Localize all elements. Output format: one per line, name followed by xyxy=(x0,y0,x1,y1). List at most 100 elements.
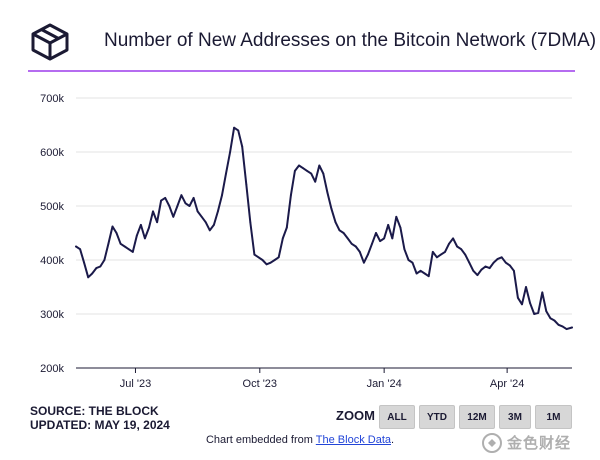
x-axis-ticks: Jul '23 Oct '23 Jan '24 Apr '24 xyxy=(120,368,525,390)
data-point xyxy=(500,256,503,259)
data-point xyxy=(241,145,244,148)
data-point xyxy=(277,256,280,259)
x-tick-label: Apr '24 xyxy=(490,378,525,390)
data-point xyxy=(237,129,240,132)
data-point xyxy=(144,237,146,240)
data-point xyxy=(103,259,106,261)
data-point xyxy=(281,237,284,240)
data-point xyxy=(152,210,154,213)
data-point xyxy=(460,248,463,251)
data-point xyxy=(91,272,94,275)
data-point xyxy=(480,268,483,271)
data-point xyxy=(269,261,272,264)
data-point xyxy=(464,253,467,256)
data-point xyxy=(403,248,406,251)
data-point xyxy=(484,265,487,268)
zoom-3m-button[interactable]: 3M xyxy=(499,405,531,429)
data-point xyxy=(298,164,300,167)
data-point xyxy=(184,202,187,205)
data-point xyxy=(164,197,167,199)
data-point xyxy=(427,275,430,278)
y-tick-label: 500k xyxy=(40,201,64,213)
data-point xyxy=(444,251,446,253)
data-point xyxy=(476,274,479,276)
data-point xyxy=(440,253,442,256)
watermark: 金色财经 xyxy=(482,432,571,453)
data-point xyxy=(391,237,394,240)
zoom-12m-button[interactable]: 12M xyxy=(459,405,495,429)
embed-suffix: . xyxy=(391,434,395,446)
y-tick-label: 600k xyxy=(40,147,64,159)
data-point xyxy=(448,242,450,245)
y-tick-label: 400k xyxy=(40,255,64,267)
data-point xyxy=(488,267,491,269)
data-point xyxy=(290,194,292,197)
data-point xyxy=(168,205,171,207)
data-point xyxy=(213,224,215,226)
data-point xyxy=(245,183,248,186)
data-point xyxy=(79,248,81,251)
header-divider xyxy=(28,70,575,72)
the-block-data-link[interactable]: The Block Data xyxy=(315,434,391,446)
data-point xyxy=(273,259,276,261)
data-point xyxy=(330,207,333,210)
zoom-1m-button[interactable]: 1M xyxy=(535,405,572,429)
source-label: SOURCE: THE BLOCK xyxy=(30,404,159,418)
jinse-logo-icon xyxy=(482,432,502,453)
data-point xyxy=(249,221,252,224)
data-point xyxy=(127,248,130,251)
data-point xyxy=(196,210,199,213)
data-point xyxy=(513,269,515,272)
data-point xyxy=(257,256,260,259)
data-point xyxy=(156,221,159,224)
data-point xyxy=(452,237,454,240)
data-point xyxy=(468,261,471,264)
data-point xyxy=(363,261,365,264)
data-point xyxy=(504,261,507,264)
data-point xyxy=(342,232,345,234)
data-point xyxy=(95,267,98,269)
data-point xyxy=(521,303,523,306)
watermark-text: 金色财经 xyxy=(507,435,572,452)
zoom-all-button[interactable]: ALL xyxy=(379,405,415,429)
data-point xyxy=(131,251,134,253)
data-point xyxy=(75,245,77,248)
data-point xyxy=(233,126,236,129)
data-point xyxy=(322,172,325,175)
series-line xyxy=(75,126,573,331)
data-point xyxy=(229,151,232,153)
data-point xyxy=(204,221,207,224)
data-point xyxy=(496,258,499,260)
data-point xyxy=(387,224,390,226)
data-point xyxy=(537,312,540,314)
data-point xyxy=(200,215,203,218)
data-point xyxy=(334,221,337,224)
data-point xyxy=(115,232,118,234)
data-point xyxy=(557,323,560,326)
zoom-ytd-button[interactable]: YTD xyxy=(419,405,455,429)
data-point xyxy=(529,302,531,305)
data-point xyxy=(180,194,183,197)
data-point xyxy=(553,319,556,322)
x-tick-label: Oct '23 xyxy=(243,378,278,390)
data-point xyxy=(326,191,329,194)
data-point xyxy=(415,272,418,275)
data-point xyxy=(265,263,268,266)
chart-title: Number of New Addresses on the Bitcoin N… xyxy=(104,30,597,51)
data-point xyxy=(208,229,211,232)
data-point xyxy=(285,226,288,229)
data-point xyxy=(346,237,349,240)
data-point xyxy=(431,251,434,253)
data-point xyxy=(338,229,341,232)
data-point xyxy=(375,232,377,234)
data-point xyxy=(221,194,223,197)
data-point xyxy=(411,261,414,264)
data-point xyxy=(119,242,122,245)
data-point xyxy=(310,172,313,175)
data-point xyxy=(395,215,398,218)
data-point xyxy=(225,172,227,175)
data-point xyxy=(318,164,321,167)
data-point xyxy=(99,265,102,268)
data-point xyxy=(472,269,475,272)
